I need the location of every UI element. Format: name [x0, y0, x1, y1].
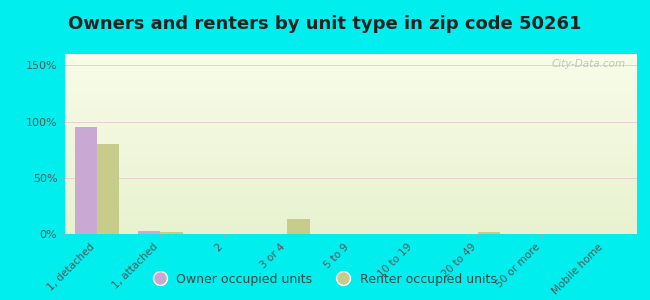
Bar	[75, 127, 97, 234]
Bar	[161, 232, 183, 234]
Bar	[138, 231, 161, 234]
Bar	[287, 219, 309, 234]
Bar	[478, 232, 500, 234]
Legend: Owner occupied units, Renter occupied units: Owner occupied units, Renter occupied un…	[148, 268, 502, 291]
Text: Owners and renters by unit type in zip code 50261: Owners and renters by unit type in zip c…	[68, 15, 582, 33]
Text: City-Data.com: City-Data.com	[551, 59, 625, 69]
Bar	[97, 144, 119, 234]
